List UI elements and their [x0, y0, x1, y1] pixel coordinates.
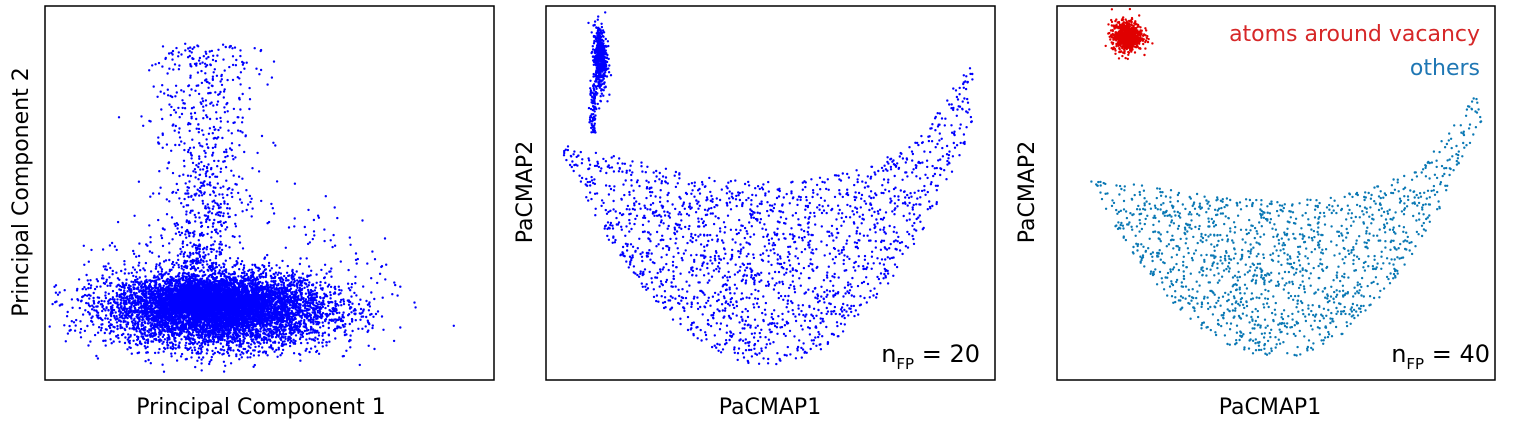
scatter-points [562, 67, 974, 366]
scatter-points [1090, 97, 1483, 357]
pacmap40-nfp-annotation: nFP = 40 [1391, 340, 1490, 373]
pca-x-axis-label: Principal Component 1 [136, 395, 385, 420]
scatter-points [89, 264, 356, 335]
pacmap-nfp20-panel: PaCMAP1 PaCMAP2 nFP = 20 [513, 5, 996, 420]
legend-others: others [1410, 56, 1480, 81]
pacmap20-y-axis-label: PaCMAP2 [513, 141, 538, 243]
legend-atoms-around-vacancy: atoms around vacancy [1229, 22, 1480, 47]
pacmap20-x-axis-label: PaCMAP1 [719, 395, 821, 420]
pca-y-axis-label: Principal Component 2 [9, 67, 34, 316]
scatter-points [587, 11, 613, 111]
pacmap20-plot-frame [545, 5, 996, 381]
pacmap20-nfp-annotation: nFP = 20 [881, 340, 980, 373]
pacmap40-x-axis-label: PaCMAP1 [1219, 395, 1321, 420]
pacmap20-points [562, 11, 974, 366]
pacmap40-points [1090, 7, 1483, 357]
scatter-points [587, 87, 598, 134]
pca-points [48, 42, 455, 373]
pacmap40-plot-frame [1056, 5, 1496, 381]
pacmap40-y-axis-label: PaCMAP2 [1015, 141, 1040, 243]
pca-scatter-panel: Principal Component 1 Principal Componen… [9, 5, 495, 420]
pacmap-nfp40-panel: PaCMAP1 PaCMAP2 atoms around vacancy oth… [1015, 5, 1496, 420]
scatter-points [1104, 7, 1154, 61]
